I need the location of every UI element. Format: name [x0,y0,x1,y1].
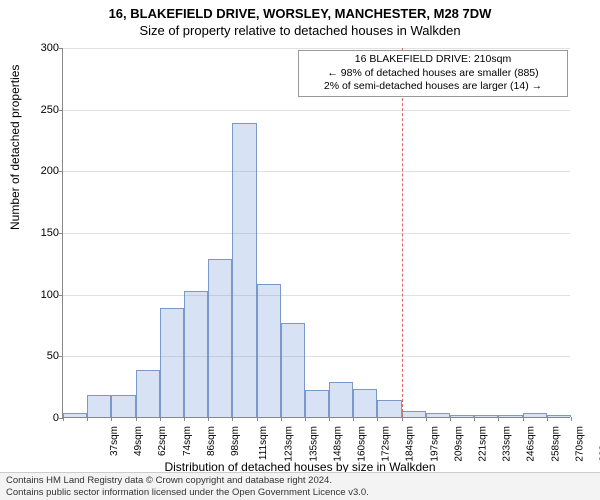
x-tick-mark [329,417,330,421]
x-tick-label: 123sqm [284,426,295,462]
y-tick-label: 0 [25,412,59,424]
x-tick-label: 209sqm [453,426,464,462]
y-tick-mark [59,48,63,49]
x-tick-mark [498,417,499,421]
x-tick-label: 270sqm [574,426,585,462]
gridline [63,233,570,234]
y-tick-label: 250 [25,104,59,116]
histogram-bar [136,370,160,417]
x-tick-label: 221sqm [478,426,489,462]
x-tick-mark [184,417,185,421]
x-tick-mark [257,417,258,421]
footer-line-1: Contains HM Land Registry data © Crown c… [6,475,594,486]
x-tick-mark [571,417,572,421]
y-axis-title: Number of detached properties [8,65,22,230]
histogram-bar [450,415,474,417]
gridline [63,356,570,357]
histogram-bar [426,413,450,417]
gridline [63,110,570,111]
histogram-bar [208,259,232,417]
plot-area: 16 BLAKEFIELD DRIVE: 210sqm ← 98% of det… [62,48,570,418]
histogram-bar [160,308,184,417]
footer-line-2: Contains public sector information licen… [6,487,594,498]
x-tick-label: 197sqm [429,426,440,462]
x-tick-label: 148sqm [332,426,343,462]
histogram-bar [232,123,256,417]
x-tick-mark [111,417,112,421]
x-tick-label: 62sqm [157,426,168,456]
histogram-bar [498,415,522,417]
x-tick-label: 233sqm [502,426,513,462]
x-tick-mark [87,417,88,421]
histogram-bar [353,389,377,417]
x-tick-mark [353,417,354,421]
y-tick-label: 100 [25,289,59,301]
page-title: 16, BLAKEFIELD DRIVE, WORSLEY, MANCHESTE… [0,0,600,21]
y-tick-mark [59,171,63,172]
gridline [63,48,570,49]
footer: Contains HM Land Registry data © Crown c… [0,472,600,500]
histogram-bar [257,284,281,417]
x-tick-mark [63,417,64,421]
histogram-bar [474,415,498,417]
histogram-bar [281,323,305,417]
histogram-bar [329,382,353,417]
annotation-line-3: 2% of semi-detached houses are larger (1… [303,80,563,94]
histogram-bar [402,411,426,417]
x-tick-label: 111sqm [258,426,269,460]
x-tick-mark [377,417,378,421]
x-tick-mark [547,417,548,421]
x-tick-mark [281,417,282,421]
x-tick-mark [450,417,451,421]
x-tick-mark [474,417,475,421]
x-tick-mark [426,417,427,421]
x-tick-label: 74sqm [182,426,193,456]
x-tick-label: 49sqm [133,426,144,456]
x-tick-mark [305,417,306,421]
x-tick-label: 135sqm [308,426,319,462]
gridline [63,171,570,172]
histogram-bar [305,390,329,417]
histogram-bar [547,415,571,417]
x-tick-mark [208,417,209,421]
histogram-bar [523,413,547,417]
histogram-bar [184,291,208,417]
x-tick-mark [160,417,161,421]
annotation-box: 16 BLAKEFIELD DRIVE: 210sqm ← 98% of det… [298,50,568,97]
y-tick-label: 300 [25,42,59,54]
annotation-line-2: ← 98% of detached houses are smaller (88… [303,67,563,81]
x-tick-label: 160sqm [357,426,368,462]
page-subtitle: Size of property relative to detached ho… [0,21,600,38]
annotation-line-1: 16 BLAKEFIELD DRIVE: 210sqm [303,53,563,67]
histogram-bar [63,413,87,417]
x-tick-label: 37sqm [109,426,120,456]
x-tick-mark [402,417,403,421]
histogram-bar [377,400,401,417]
histogram-bar [87,395,111,417]
x-tick-mark [523,417,524,421]
x-tick-label: 98sqm [230,426,241,456]
x-tick-mark [136,417,137,421]
x-tick-label: 172sqm [381,426,392,462]
y-tick-label: 150 [25,227,59,239]
histogram-chart: 16 BLAKEFIELD DRIVE: 210sqm ← 98% of det… [62,48,570,418]
x-tick-label: 246sqm [526,426,537,462]
y-tick-mark [59,356,63,357]
y-tick-label: 50 [25,350,59,362]
x-tick-label: 86sqm [206,426,217,456]
x-tick-label: 258sqm [550,426,561,462]
y-tick-mark [59,295,63,296]
x-tick-mark [232,417,233,421]
y-tick-label: 200 [25,165,59,177]
histogram-bar [111,395,135,417]
x-tick-label: 184sqm [405,426,416,462]
gridline [63,295,570,296]
y-tick-mark [59,233,63,234]
y-tick-mark [59,110,63,111]
